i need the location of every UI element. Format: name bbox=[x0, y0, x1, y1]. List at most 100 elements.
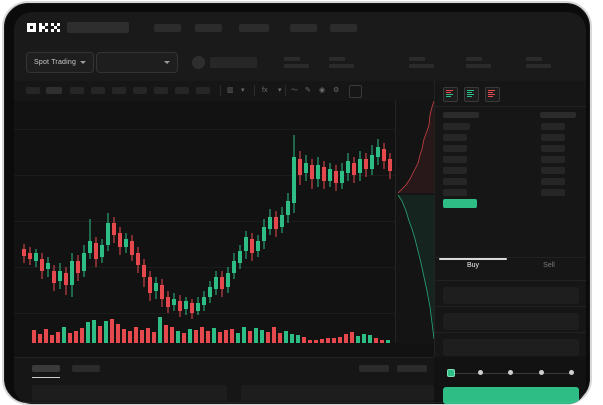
chart-gridline-4 bbox=[14, 267, 434, 268]
stat-label-skeleton bbox=[526, 57, 542, 61]
chart-gridline-3 bbox=[14, 221, 434, 222]
volume-bar-58 bbox=[374, 338, 378, 343]
nav-skeleton-6[interactable] bbox=[330, 24, 357, 32]
market-depth-chart[interactable] bbox=[395, 101, 434, 343]
slider-handle[interactable] bbox=[447, 369, 455, 377]
orderbook-row-6-amount[interactable] bbox=[541, 178, 565, 185]
timeframe-button-1[interactable] bbox=[26, 87, 40, 94]
fullscreen-icon[interactable] bbox=[349, 85, 362, 98]
orderbook-row-5-price[interactable] bbox=[443, 167, 467, 174]
nav-skeleton-5[interactable] bbox=[290, 24, 317, 32]
slider-node-100[interactable] bbox=[569, 370, 574, 375]
candle-body bbox=[22, 249, 26, 256]
line-chart-icon[interactable]: 〜 bbox=[291, 87, 298, 94]
stat-24h-volume bbox=[526, 57, 551, 68]
spot-trading-mode-button[interactable]: Spot Trading bbox=[26, 52, 95, 73]
candle-body bbox=[172, 299, 176, 305]
orderbook-row-7-price[interactable] bbox=[443, 189, 467, 196]
candlestick-type-icon[interactable]: ▥ bbox=[227, 87, 234, 94]
indicators-icon[interactable]: fx bbox=[262, 87, 268, 94]
bottom-content-right bbox=[241, 385, 434, 401]
order-amount-field[interactable] bbox=[443, 313, 579, 330]
order-total-field[interactable] bbox=[443, 339, 579, 356]
timeframe-button-9[interactable] bbox=[196, 87, 210, 94]
volume-bar-55 bbox=[356, 336, 360, 343]
bottom-tab-open-orders[interactable] bbox=[32, 365, 60, 372]
orderbook-row-2-price[interactable] bbox=[443, 134, 467, 141]
nav-skeleton-1[interactable] bbox=[67, 22, 129, 33]
volume-bar-38 bbox=[254, 328, 258, 343]
candle-58 bbox=[364, 153, 368, 177]
candle-14 bbox=[100, 239, 104, 263]
orderbook-header-amount bbox=[540, 112, 576, 118]
orderbook-mode-asks-icon[interactable] bbox=[485, 87, 500, 102]
orderbook-row-7-amount[interactable] bbox=[541, 189, 565, 196]
logo-block bbox=[27, 26, 30, 29]
chart-settings-gear-icon[interactable]: ⚙ bbox=[333, 87, 340, 94]
orderbook-row-2-amount[interactable] bbox=[541, 134, 565, 141]
camera-snapshot-icon[interactable]: ◉ bbox=[319, 87, 326, 94]
bottom-control-hide-other-pairs[interactable] bbox=[397, 365, 427, 372]
slider-node-75[interactable] bbox=[538, 370, 544, 375]
bottom-control-filter[interactable] bbox=[359, 365, 389, 372]
nav-skeleton-2[interactable] bbox=[154, 24, 181, 32]
timeframe-button-3[interactable] bbox=[70, 87, 84, 94]
pair-select-dropdown[interactable] bbox=[96, 52, 178, 73]
orderbook-mode-both-icon[interactable] bbox=[443, 87, 458, 102]
timeframe-button-8[interactable] bbox=[175, 87, 189, 94]
timeframe-button-2[interactable] bbox=[46, 87, 62, 94]
volume-bar-48 bbox=[314, 340, 318, 343]
orderbook-row-5-amount[interactable] bbox=[541, 167, 565, 174]
orderbook-row-3-amount[interactable] bbox=[541, 145, 565, 152]
drawing-pencil-icon[interactable]: ✎ bbox=[305, 87, 311, 94]
candle-body bbox=[268, 217, 272, 229]
order-price-field[interactable] bbox=[443, 287, 579, 304]
orderbook-row-4-amount[interactable] bbox=[541, 156, 565, 163]
orderbook-row-4-price[interactable] bbox=[443, 156, 467, 163]
orderbook-row-1-price[interactable] bbox=[443, 123, 470, 130]
orderbook-row-6-price[interactable] bbox=[443, 178, 467, 185]
candle-61 bbox=[382, 143, 386, 169]
candle-body bbox=[166, 297, 170, 307]
candle-52 bbox=[328, 163, 332, 187]
candle-31 bbox=[202, 291, 206, 311]
candle-53 bbox=[334, 165, 338, 191]
tab-buy[interactable]: Buy bbox=[466, 262, 480, 269]
volume-bar-54 bbox=[350, 332, 354, 343]
volume-bar-2 bbox=[38, 334, 42, 343]
candle-body bbox=[244, 237, 248, 251]
slider-node-25[interactable] bbox=[477, 370, 483, 375]
indicators-chevron-icon[interactable]: ▾ bbox=[278, 87, 282, 94]
pair-coin-avatar bbox=[192, 56, 205, 69]
volume-bar-14 bbox=[110, 319, 114, 343]
toolbar-divider bbox=[285, 85, 286, 96]
chart-type-chevron-icon[interactable]: ▾ bbox=[241, 87, 245, 94]
nav-skeleton-4[interactable] bbox=[239, 24, 269, 32]
timeframe-button-6[interactable] bbox=[133, 87, 147, 94]
orderbook-row-3-price[interactable] bbox=[443, 145, 467, 152]
pair-name-skeleton[interactable] bbox=[210, 57, 257, 68]
candle-body bbox=[274, 217, 278, 229]
tab-sell[interactable]: Sell bbox=[543, 262, 555, 269]
timeframe-button-4[interactable] bbox=[91, 87, 105, 94]
timeframe-button-7[interactable] bbox=[154, 87, 168, 94]
candle-body bbox=[250, 239, 254, 253]
candle-7 bbox=[58, 263, 62, 289]
okx-logo-icon[interactable] bbox=[26, 20, 64, 35]
place-buy-order-button[interactable] bbox=[443, 387, 579, 404]
bottom-tab-order-history[interactable] bbox=[72, 365, 100, 372]
candle-body bbox=[358, 159, 362, 173]
orderbook-mode-bids-icon[interactable] bbox=[464, 87, 479, 102]
candle-11 bbox=[82, 245, 86, 277]
logo-block bbox=[45, 29, 48, 32]
slider-node-50[interactable] bbox=[508, 370, 513, 375]
order-amount-slider[interactable] bbox=[447, 369, 577, 378]
candle-17 bbox=[118, 227, 122, 255]
bottom-content-left bbox=[32, 385, 227, 401]
timeframe-button-5[interactable] bbox=[112, 87, 126, 94]
nav-skeleton-3[interactable] bbox=[195, 24, 222, 32]
price-chart[interactable] bbox=[14, 101, 434, 357]
volume-bar-18 bbox=[134, 327, 138, 343]
volume-bar-45 bbox=[296, 335, 300, 343]
orderbook-row-1-amount[interactable] bbox=[541, 123, 565, 130]
